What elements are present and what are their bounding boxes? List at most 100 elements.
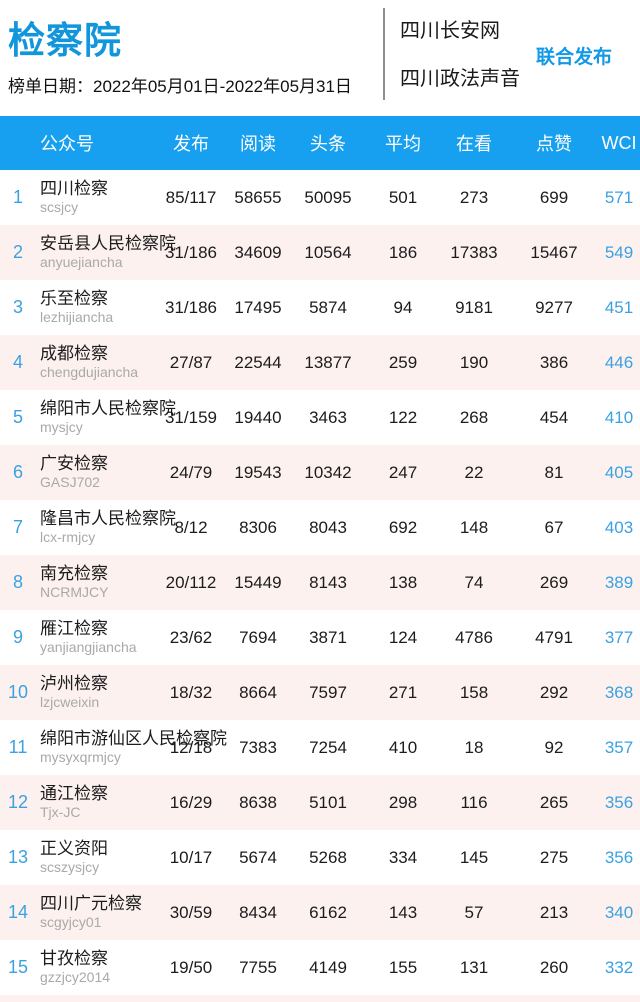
average-count: 692 xyxy=(388,517,418,537)
average-count: 410 xyxy=(388,737,418,757)
account-cell: 安岳县人民检察院 anyuejiancha xyxy=(36,233,176,271)
like-count: 67 xyxy=(544,517,564,537)
read-count: 58655 xyxy=(234,187,282,207)
wci-score: 451 xyxy=(604,297,634,317)
average-count: 271 xyxy=(388,682,418,702)
rank-number: 6 xyxy=(12,462,23,482)
table-row: 15 甘孜检察 gzzjcy2014 19/50 7755 4149 155 1… xyxy=(0,940,640,995)
report-header: 检察院 榜单日期：2022年05月01日-2022年05月31日 四川长安网 四… xyxy=(0,0,640,116)
read-count: 19440 xyxy=(234,407,282,427)
watch-count: 190 xyxy=(459,352,489,372)
headline-count: 5874 xyxy=(309,297,347,317)
read-count: 34609 xyxy=(234,242,282,262)
table-body: 1 四川检察 scsjcy 85/117 58655 50095 501 273… xyxy=(0,170,640,995)
account-id: scgyjcy01 xyxy=(40,914,102,931)
publisher-name-1: 四川长安网 xyxy=(400,20,500,42)
wci-score: 368 xyxy=(604,682,634,702)
like-count: 92 xyxy=(544,737,564,757)
watch-count: 18 xyxy=(464,737,484,757)
average-count: 138 xyxy=(388,572,418,592)
average-count: 259 xyxy=(388,352,418,372)
table-row: 12 通江检察 Tjx-JC 16/29 8638 5101 298 116 2… xyxy=(0,775,640,830)
account-name: 乐至检察 xyxy=(40,288,108,308)
average-count: 334 xyxy=(388,847,418,867)
like-count: 15467 xyxy=(530,242,578,262)
table-header: 公众号 发布 阅读 头条 平均 在看 点赞 WCI xyxy=(0,116,640,170)
headline-count: 8143 xyxy=(309,572,347,592)
rank-number: 1 xyxy=(12,187,23,207)
average-count: 501 xyxy=(388,187,418,207)
account-id: scszysjcy xyxy=(40,859,100,876)
read-count: 7694 xyxy=(239,627,277,647)
read-count: 8306 xyxy=(239,517,277,537)
headline-count: 5268 xyxy=(309,847,347,867)
headline-count: 3871 xyxy=(309,627,347,647)
account-id: GASJ702 xyxy=(40,474,100,491)
account-name: 四川检察 xyxy=(40,178,108,198)
account-cell: 四川广元检察 scgyjcy01 xyxy=(36,894,154,931)
account-name: 南充检察 xyxy=(40,563,108,583)
account-cell: 绵阳市游仙区人民检察院 mysyxqrmjcy xyxy=(36,729,227,766)
column-header-account: 公众号 xyxy=(40,134,94,154)
table-row: 3 乐至检察 lezhijiancha 31/186 17495 5874 94… xyxy=(0,280,640,335)
account-cell: 通江检察 Tjx-JC xyxy=(36,784,154,821)
publish-count: 23/62 xyxy=(169,627,213,647)
account-id: chengdujiancha xyxy=(40,364,139,381)
publish-count: 31/159 xyxy=(165,407,217,427)
read-count: 5674 xyxy=(239,847,277,867)
account-cell: 成都检察 chengdujiancha xyxy=(36,344,154,381)
account-id: Tjx-JC xyxy=(40,804,81,821)
like-count: 269 xyxy=(539,572,569,592)
rank-number: 12 xyxy=(7,792,29,812)
like-count: 699 xyxy=(539,187,569,207)
account-name: 广安检察 xyxy=(40,453,108,473)
like-count: 386 xyxy=(539,352,569,372)
wci-score: 389 xyxy=(604,572,634,592)
account-cell: 正义资阳 scszysjcy xyxy=(36,839,154,876)
column-header-average: 平均 xyxy=(385,134,421,154)
publish-count: 12/18 xyxy=(169,737,213,757)
wci-score: 549 xyxy=(604,242,634,262)
account-name: 泸州检察 xyxy=(40,673,108,693)
watch-count: 17383 xyxy=(450,242,498,262)
account-cell: 雁江检察 yanjiangjiancha xyxy=(36,619,154,656)
rank-number: 3 xyxy=(12,297,23,317)
like-count: 81 xyxy=(544,462,564,482)
headline-count: 50095 xyxy=(304,187,352,207)
account-name: 雁江检察 xyxy=(40,618,108,638)
publish-count: 16/29 xyxy=(169,792,213,812)
watch-count: 273 xyxy=(459,187,489,207)
rank-number: 4 xyxy=(12,352,23,372)
wci-score: 356 xyxy=(604,792,634,812)
cutoff-next-row xyxy=(0,995,640,1002)
headline-count: 13877 xyxy=(304,352,352,372)
account-name: 安岳县人民检察院 xyxy=(40,233,176,253)
wci-score: 571 xyxy=(604,187,634,207)
publish-count: 18/32 xyxy=(169,682,213,702)
read-count: 7383 xyxy=(239,737,277,757)
wci-score: 332 xyxy=(604,957,634,977)
average-count: 94 xyxy=(393,297,413,317)
page-title: 检察院 xyxy=(8,20,122,61)
watch-count: 268 xyxy=(459,407,489,427)
headline-count: 10342 xyxy=(304,462,352,482)
table-row: 8 南充检察 NCRMJCY 20/112 15449 8143 138 74 … xyxy=(0,555,640,610)
like-count: 9277 xyxy=(535,297,573,317)
watch-count: 22 xyxy=(464,462,484,482)
joint-release-badge: 联合发布 xyxy=(535,47,612,68)
like-count: 275 xyxy=(539,847,569,867)
watch-count: 74 xyxy=(464,572,484,592)
account-cell: 乐至检察 lezhijiancha xyxy=(36,289,154,326)
account-cell: 甘孜检察 gzzjcy2014 xyxy=(36,949,154,986)
like-count: 4791 xyxy=(535,627,573,647)
publish-count: 31/186 xyxy=(165,297,217,317)
account-name: 绵阳市人民检察院 xyxy=(40,398,176,418)
watch-count: 148 xyxy=(459,517,489,537)
table-row: 6 广安检察 GASJ702 24/79 19543 10342 247 22 … xyxy=(0,445,640,500)
headline-count: 7597 xyxy=(309,682,347,702)
like-count: 292 xyxy=(539,682,569,702)
publish-count: 10/17 xyxy=(169,847,213,867)
rank-number: 2 xyxy=(12,242,23,262)
account-id: yanjiangjiancha xyxy=(40,639,137,656)
